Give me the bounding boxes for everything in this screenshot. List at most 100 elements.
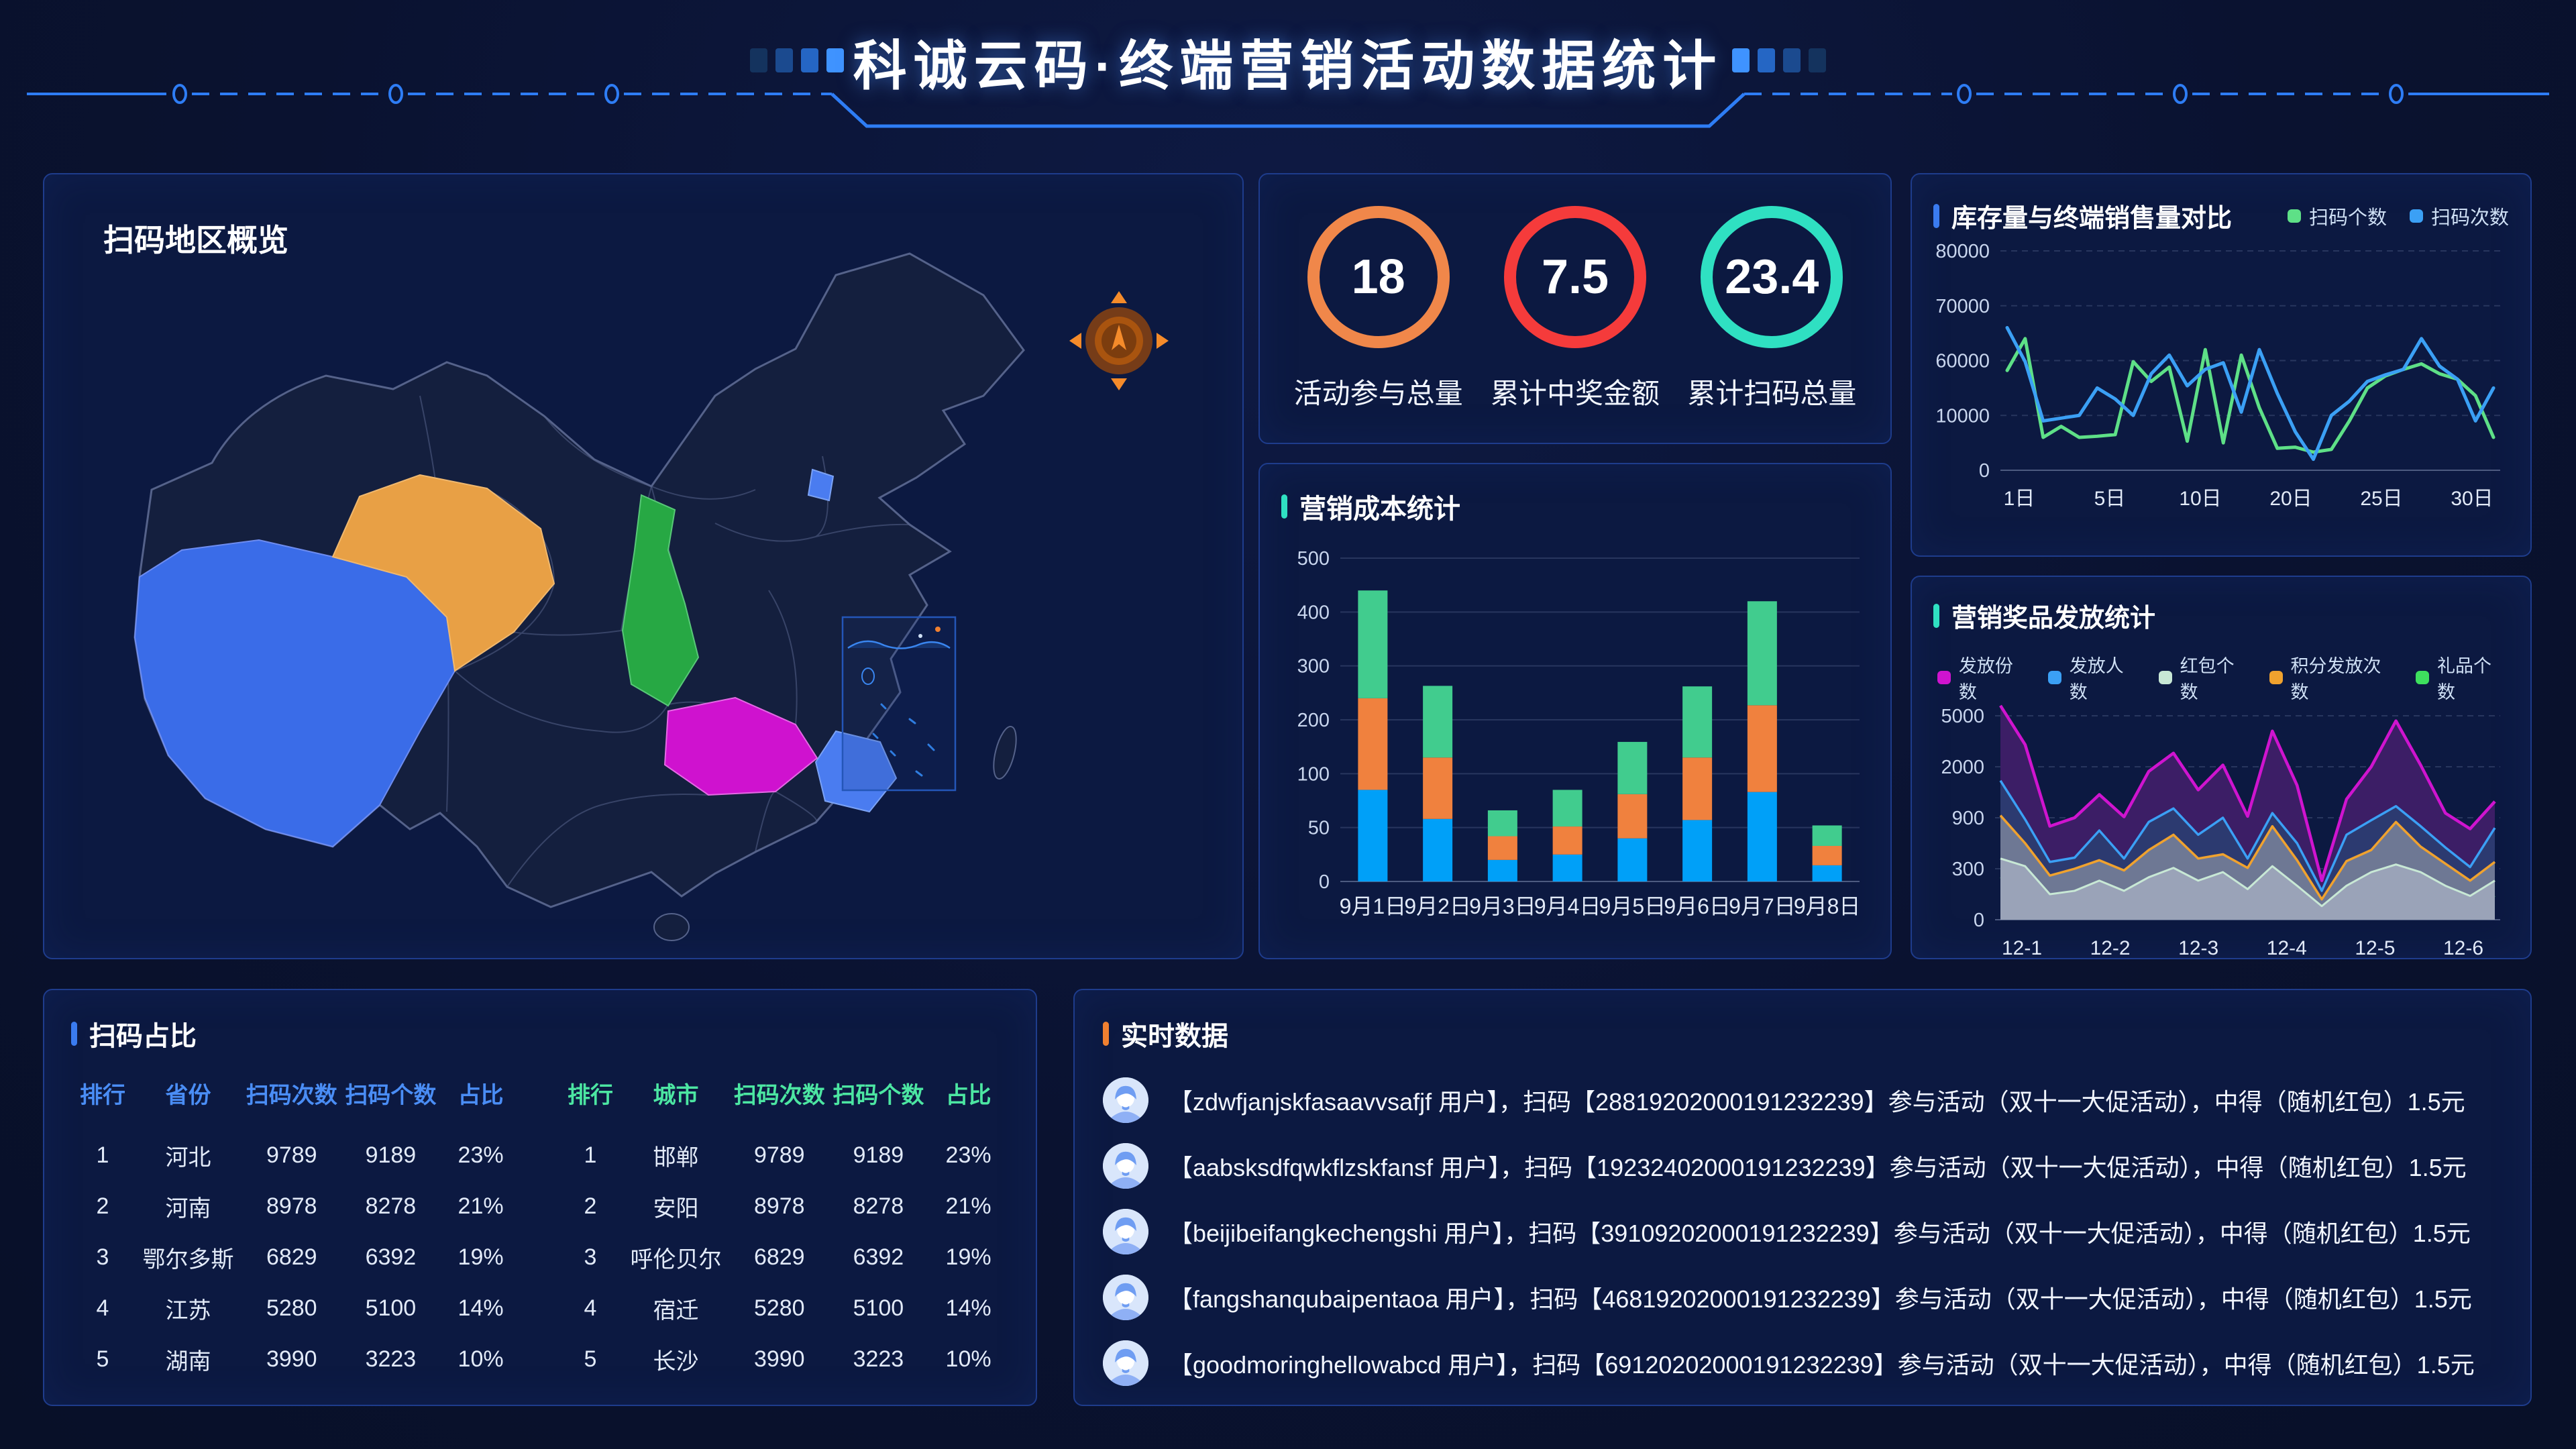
kpi-scan-total: 23.4 累计扫码总量 (1687, 205, 1857, 412)
bar-segment[interactable] (1747, 705, 1777, 792)
bar-segment[interactable] (1682, 686, 1713, 758)
map-panel-title: 扫码地区概览 (103, 223, 288, 258)
svg-text:0: 0 (1979, 460, 1990, 482)
table-cell: 2 (96, 1193, 109, 1219)
bar-segment[interactable] (1812, 865, 1842, 881)
table-row: 1 河北 9789 9189 23% (71, 1130, 521, 1181)
svg-text:12-5: 12-5 (2355, 937, 2395, 959)
bar-segment[interactable] (1552, 854, 1582, 881)
cost-chart-panel: 营销成本统计 0 50 100 200 300 400 500 9月1日 9月2日 9月3日 9月4… (1258, 463, 1892, 959)
legend-chip-icon (2047, 671, 2061, 684)
bar-segment[interactable] (1812, 845, 1842, 865)
ratio-panel: 扫码占比 排行 省份 扫码次数 扫码个数 占比 1 河北 9789 9189 23% 2 河南 8978… (43, 989, 1037, 1406)
table-cell: 宿迁 (653, 1297, 699, 1324)
bar-segment[interactable] (1358, 698, 1388, 790)
compass-icon[interactable] (1069, 291, 1169, 390)
bar-segment[interactable] (1747, 601, 1777, 706)
table-header-cell: 扫码个数 (833, 1082, 924, 1108)
bar-segment[interactable] (1682, 820, 1713, 881)
svg-text:9月2日: 9月2日 (1404, 894, 1471, 918)
svg-text:10日: 10日 (2179, 488, 2221, 510)
realtime-panel: 实时数据 【zdwfjanjskfasaavvsafjf 用户】，扫码【2881… (1073, 989, 2532, 1406)
table-row: 3 呼伦贝尔 6829 6392 19% (559, 1232, 1009, 1283)
panel-accent-bar (1933, 203, 1939, 228)
legend-label: 扫码个数 (2308, 207, 2387, 229)
svg-text:12-4: 12-4 (2267, 937, 2307, 959)
province-east-highlight[interactable] (814, 730, 898, 813)
legend-item[interactable]: 发放份数 (1937, 651, 2031, 704)
legend-item[interactable]: 扫码次数 (2409, 202, 2509, 230)
svg-text:25日: 25日 (2360, 488, 2402, 510)
header-decoration (27, 48, 2549, 128)
legend-item[interactable]: 积分发放次数 (2269, 651, 2398, 704)
bar-segment[interactable] (1552, 790, 1582, 827)
bar-segment[interactable] (1358, 590, 1388, 698)
province-qinghai[interactable] (331, 474, 555, 672)
line-series[interactable] (2005, 337, 2496, 454)
china-map[interactable] (44, 174, 1242, 958)
table-cell: 14% (945, 1295, 991, 1321)
table-cell: 3223 (365, 1346, 417, 1372)
bar-segment[interactable] (1423, 818, 1453, 881)
kpi-panel: 18 活动参与总量 7.5 累计中奖金额 23.4 累计扫码总量 (1258, 173, 1892, 444)
legend-label: 发放人数 (2069, 656, 2124, 702)
province-hubei[interactable] (663, 696, 818, 796)
legend-chip-icon (1937, 671, 1951, 684)
table-header-cell: 占比 (945, 1082, 991, 1108)
bar-segment[interactable] (1423, 757, 1453, 819)
table-cell: 3 (584, 1244, 597, 1270)
realtime-list-item: 【aabsksdfqwkflzskfansf 用户】，扫码【1923240200… (1103, 1142, 2502, 1190)
table-cell: 21% (458, 1193, 504, 1219)
svg-text:12-2: 12-2 (2090, 937, 2131, 959)
bar-segment[interactable] (1812, 825, 1842, 846)
bar-segment[interactable] (1358, 790, 1388, 881)
city-ranking-table: 排行 城市 扫码次数 扫码个数 占比 1 邯郸 9789 9189 23% 2 安阳 8978 8278 2… (559, 1073, 1009, 1385)
table-cell: 河南 (165, 1195, 211, 1222)
bar-segment[interactable] (1617, 794, 1648, 839)
table-cell: 5100 (365, 1295, 417, 1321)
realtime-list-item: 【goodmoringhellowabcd 用户】，扫码【69120202000… (1103, 1339, 2502, 1387)
svg-text:20日: 20日 (2269, 488, 2312, 510)
svg-text:2000: 2000 (1941, 757, 1984, 778)
prize-chart-legend: 发放份数 发放人数 红包个数 积分发放次数 礼品个数 (1937, 651, 2509, 704)
kpi-label: 活动参与总量 (1293, 377, 1463, 409)
legend-item[interactable]: 礼品个数 (2416, 651, 2509, 704)
table-cell: 9189 (853, 1142, 904, 1168)
bar-segment[interactable] (1617, 741, 1648, 794)
bar-segment[interactable] (1552, 826, 1582, 855)
svg-text:80000: 80000 (1935, 241, 1990, 262)
panel-accent-bar (1933, 603, 1939, 628)
svg-text:30日: 30日 (2451, 488, 2493, 510)
kpi-label: 累计扫码总量 (1687, 377, 1857, 409)
user-avatar-icon (1103, 1340, 1148, 1386)
svg-text:300: 300 (1297, 656, 1330, 678)
bar-segment[interactable] (1747, 792, 1777, 881)
bar-segment[interactable] (1423, 686, 1453, 758)
svg-text:9月3日: 9月3日 (1469, 894, 1536, 918)
realtime-message: 【fangshanqubaipentaoa 用户】，扫码【46819202000… (1169, 1285, 2472, 1313)
bar-segment[interactable] (1487, 836, 1517, 860)
cost-bar-chart[interactable]: 0501002003004005009月1日9月2日9月3日9月4日9月5日9月… (1281, 526, 1872, 942)
province-shaanxi[interactable] (621, 494, 700, 707)
legend-item[interactable]: 红包个数 (2158, 651, 2252, 704)
legend-item[interactable]: 扫码个数 (2287, 202, 2387, 230)
svg-text:10000: 10000 (1935, 405, 1990, 427)
bar-segment[interactable] (1487, 810, 1517, 837)
realtime-list-item: 【fangshanqubaipentaoa 用户】，扫码【46819202000… (1103, 1273, 2502, 1322)
table-cell: 19% (945, 1244, 991, 1270)
user-avatar-icon (1103, 1143, 1148, 1189)
svg-text:60000: 60000 (1935, 351, 1990, 372)
province-beijing[interactable] (807, 468, 835, 502)
bar-segment[interactable] (1487, 859, 1517, 881)
svg-text:12-1: 12-1 (2002, 937, 2042, 959)
bar-segment[interactable] (1682, 757, 1713, 820)
prize-area-chart[interactable]: 0 300 900 2000 5000 12-1 12-2 12-3 12-4 12-5 12-6 (1933, 704, 2510, 972)
kpi-ring: 18 (1307, 205, 1450, 348)
legend-item[interactable]: 发放人数 (2047, 651, 2141, 704)
bar-segment[interactable] (1617, 838, 1648, 881)
stock-chart-panel: 库存量与终端销售量对比 扫码个数 扫码次数 0 10000 60000 70000 800… (1911, 173, 2532, 557)
stock-line-chart[interactable]: 0 10000 60000 70000 80000 1日 5日 10日 20日 25日 30日 (1933, 234, 2510, 529)
line-series[interactable] (2005, 325, 2496, 462)
table-cell: 2 (584, 1193, 597, 1219)
table-row: 1 邯郸 9789 9189 23% (559, 1130, 1009, 1181)
